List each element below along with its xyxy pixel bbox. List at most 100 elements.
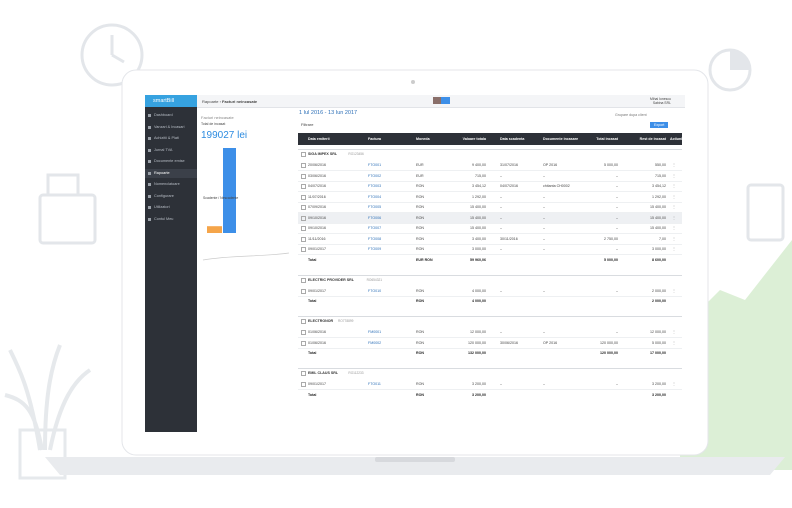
row-line [298,170,682,171]
menu-item[interactable]: Achizitii & Plati [154,136,179,140]
cell: 09/10/2016 [308,215,326,220]
crumb[interactable]: Rapoarte [202,99,219,104]
cell: RON [416,236,424,241]
cell: FTO004 [368,194,382,199]
total-cell: 5 000,00 [604,257,618,262]
menu-item[interactable]: Nomenclatoare [154,182,180,186]
menu-item[interactable]: Documente emise [154,159,185,163]
cell: – [616,226,618,230]
bar [223,148,236,233]
checkbox [301,288,306,294]
group-name: EMIL CLAUS SRL [308,371,339,375]
total-cell: Total [308,351,317,355]
row-action[interactable]: ⋮ [672,287,676,293]
row-action[interactable]: ⋮ [672,235,676,241]
total-cell: Total [308,257,317,262]
row-action[interactable]: ⋮ [672,246,676,251]
user[interactable]: Mihai Ionescu Sabina SRL [650,97,671,105]
cell: EUR [416,173,424,178]
row-action[interactable]: ⋮ [672,225,676,230]
summary-subtitle: Total de incasat [201,122,226,126]
menu-item[interactable]: Rapoarte [154,170,170,175]
cell: 120 000,00 [468,340,486,345]
checkbox [301,330,306,335]
checkbox [301,319,306,324]
cell: 12 000,00 [470,330,486,334]
cell: 1 292,00 [472,194,486,199]
grouping[interactable]: Grupare dupa client [615,113,647,117]
cell: 4 000,00 [472,288,486,293]
cell: – [500,226,502,230]
cell: OP 2016 [543,340,558,345]
row-action[interactable]: ⋮ [672,193,676,199]
menu-item[interactable]: Dashboard [154,113,173,117]
column-header: Valoare totala [462,137,486,141]
cell: 11/11/2016 [308,236,326,241]
cell: FM0002 [368,340,382,345]
cell: – [543,226,545,230]
row-action[interactable]: ⋮ [672,339,676,345]
cell: FTO002 [368,173,382,178]
date-range[interactable]: 1 Iul 2016 - 13 Iun 2017 [299,110,358,116]
menu-item[interactable]: Contul Meu [154,216,174,221]
row-line [298,295,682,297]
row-action[interactable]: ⋮ [672,329,676,334]
calculator-icon [746,183,785,242]
row-line [298,389,682,390]
total-cell: EUR RON [416,257,433,262]
cell: – [543,382,545,386]
cell: – [500,215,502,220]
cell: 3 200,00 [652,382,666,386]
checkbox [301,205,306,210]
group-name: ELECTRONOR [308,319,334,323]
menu-icon [148,194,151,198]
cell: – [543,288,545,293]
row-action[interactable]: ⋮ [672,204,676,209]
checkbox [301,277,306,283]
menu-item[interactable]: Configurare [154,193,174,198]
cell: 30/11/2016 [500,236,518,241]
cell: – [543,215,545,220]
filter[interactable]: Filtrare [301,122,314,127]
cell: 04/07/2016 [308,184,326,188]
logo: smartBill [153,98,175,104]
clock-icon [80,23,144,87]
export-button[interactable]: Export [650,122,669,128]
total-cell: 59 960,06 [470,257,486,262]
mini-chart [202,148,290,261]
cell: 3 400,00 [472,236,486,241]
menu-item[interactable]: Utilizatori [154,205,170,209]
cell: 09/01/2017 [308,247,326,251]
cell: 15 400,00 [650,205,666,209]
cell: 15 400,00 [650,226,666,230]
cell: FTO010 [368,288,382,293]
menu-icon [148,114,151,117]
row-action[interactable]: ⋮ [672,183,676,188]
checkbox [301,215,306,221]
cell: – [543,247,545,251]
row-action[interactable]: ⋮ [672,162,676,167]
row-action[interactable]: ⋮ [672,172,676,178]
cell: 15 400,00 [470,205,486,209]
menu-item[interactable]: Jurnal TVA [154,147,173,152]
cell: 11/07/2016 [308,194,326,199]
row-action[interactable]: ⋮ [672,214,676,220]
group-cif: RO123456 [348,152,364,156]
row-action[interactable]: ⋮ [672,381,676,386]
total-cell: Total [308,299,317,303]
cell: FTO005 [368,205,382,209]
cell: 2 000,00 [652,288,666,293]
total-cell: 3 200,00 [472,392,486,397]
group-cif: RO654321 [366,277,383,282]
search-button[interactable] [441,97,450,104]
column-header: Data emiterii [308,137,330,141]
cell: – [616,215,618,220]
cell: 5 000,00 [604,163,618,167]
cell: RON [416,194,424,199]
cell: FTO008 [368,236,382,241]
cell: 07/09/2016 [308,205,326,209]
column-header: Total incasat [596,137,618,141]
crumb: Facturi neincasate [222,99,258,104]
menu-item[interactable]: Vanzari & Incasari [154,124,185,129]
cell: – [500,247,502,251]
